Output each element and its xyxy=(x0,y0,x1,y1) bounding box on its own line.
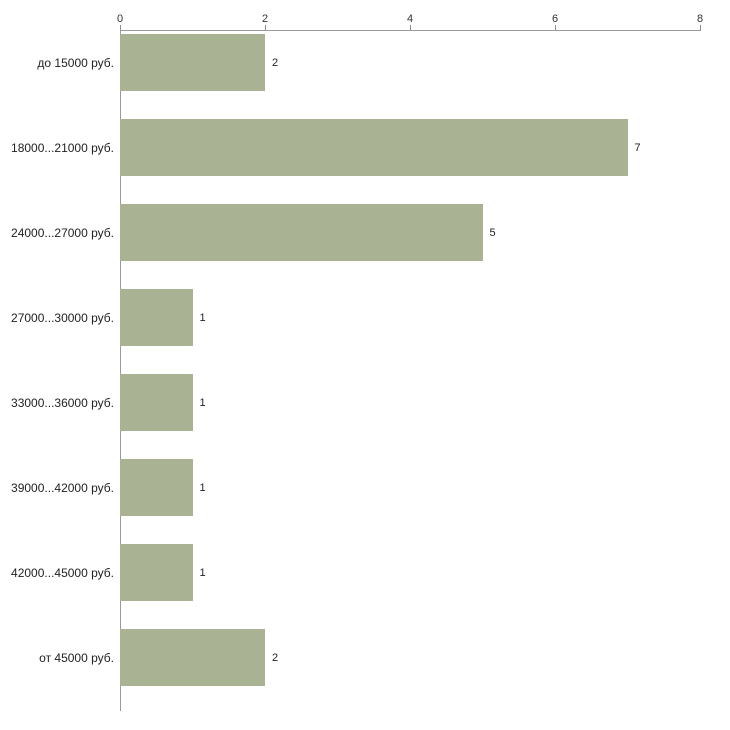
bar-area: 1 xyxy=(120,541,730,626)
x-tick-mark xyxy=(700,25,701,31)
bar-rows: до 15000 руб. 2 18000...21000 руб. 7 24000..… xyxy=(0,31,730,711)
x-tick-label: 4 xyxy=(406,13,414,25)
x-tick-label: 8 xyxy=(696,13,704,25)
bar xyxy=(120,119,628,176)
value-label: 7 xyxy=(634,141,641,154)
bar-area: 2 xyxy=(120,626,730,711)
y-axis-line xyxy=(120,30,121,711)
bar-row: 42000...45000 руб. 1 xyxy=(0,541,730,626)
value-label: 1 xyxy=(199,311,206,324)
value-label: 2 xyxy=(272,651,279,664)
bar xyxy=(120,629,265,686)
x-tick-label: 6 xyxy=(551,13,559,25)
x-tick-mark xyxy=(265,25,266,31)
x-tick-label: 0 xyxy=(116,13,124,25)
x-tick-mark xyxy=(555,25,556,31)
bar xyxy=(120,289,193,346)
bar-area: 2 xyxy=(120,31,730,116)
bar-area: 1 xyxy=(120,456,730,541)
bar-row: до 15000 руб. 2 xyxy=(0,31,730,116)
x-tick-mark xyxy=(120,25,121,31)
category-label: от 45000 руб. xyxy=(39,650,114,665)
bar-area: 7 xyxy=(120,116,730,201)
value-label: 5 xyxy=(489,226,496,239)
category-label: 27000...30000 руб. xyxy=(11,310,114,325)
bar-row: от 45000 руб. 2 xyxy=(0,626,730,711)
category-label: 33000...36000 руб. xyxy=(11,395,114,410)
x-tick-label: 2 xyxy=(261,13,269,25)
category-label: 42000...45000 руб. xyxy=(11,565,114,580)
bar-area: 5 xyxy=(120,201,730,286)
value-label: 1 xyxy=(199,396,206,409)
bar-row: 33000...36000 руб. 1 xyxy=(0,371,730,456)
bar xyxy=(120,34,265,91)
bar xyxy=(120,544,193,601)
category-label: 24000...27000 руб. xyxy=(11,225,114,240)
x-axis-line xyxy=(120,30,701,31)
bar xyxy=(120,459,193,516)
x-tick-mark xyxy=(410,25,411,31)
bar xyxy=(120,374,193,431)
value-label: 1 xyxy=(199,566,206,579)
category-label: до 15000 руб. xyxy=(37,55,114,70)
value-label: 1 xyxy=(199,481,206,494)
bar-row: 27000...30000 руб. 1 xyxy=(0,286,730,371)
bar-row: 39000...42000 руб. 1 xyxy=(0,456,730,541)
bar xyxy=(120,204,483,261)
value-label: 2 xyxy=(272,56,279,69)
category-label: 39000...42000 руб. xyxy=(11,480,114,495)
bar-area: 1 xyxy=(120,371,730,456)
category-label: 18000...21000 руб. xyxy=(11,140,114,155)
bar-area: 1 xyxy=(120,286,730,371)
bar-row: 24000...27000 руб. 5 xyxy=(0,201,730,286)
bar-row: 18000...21000 руб. 7 xyxy=(0,116,730,201)
